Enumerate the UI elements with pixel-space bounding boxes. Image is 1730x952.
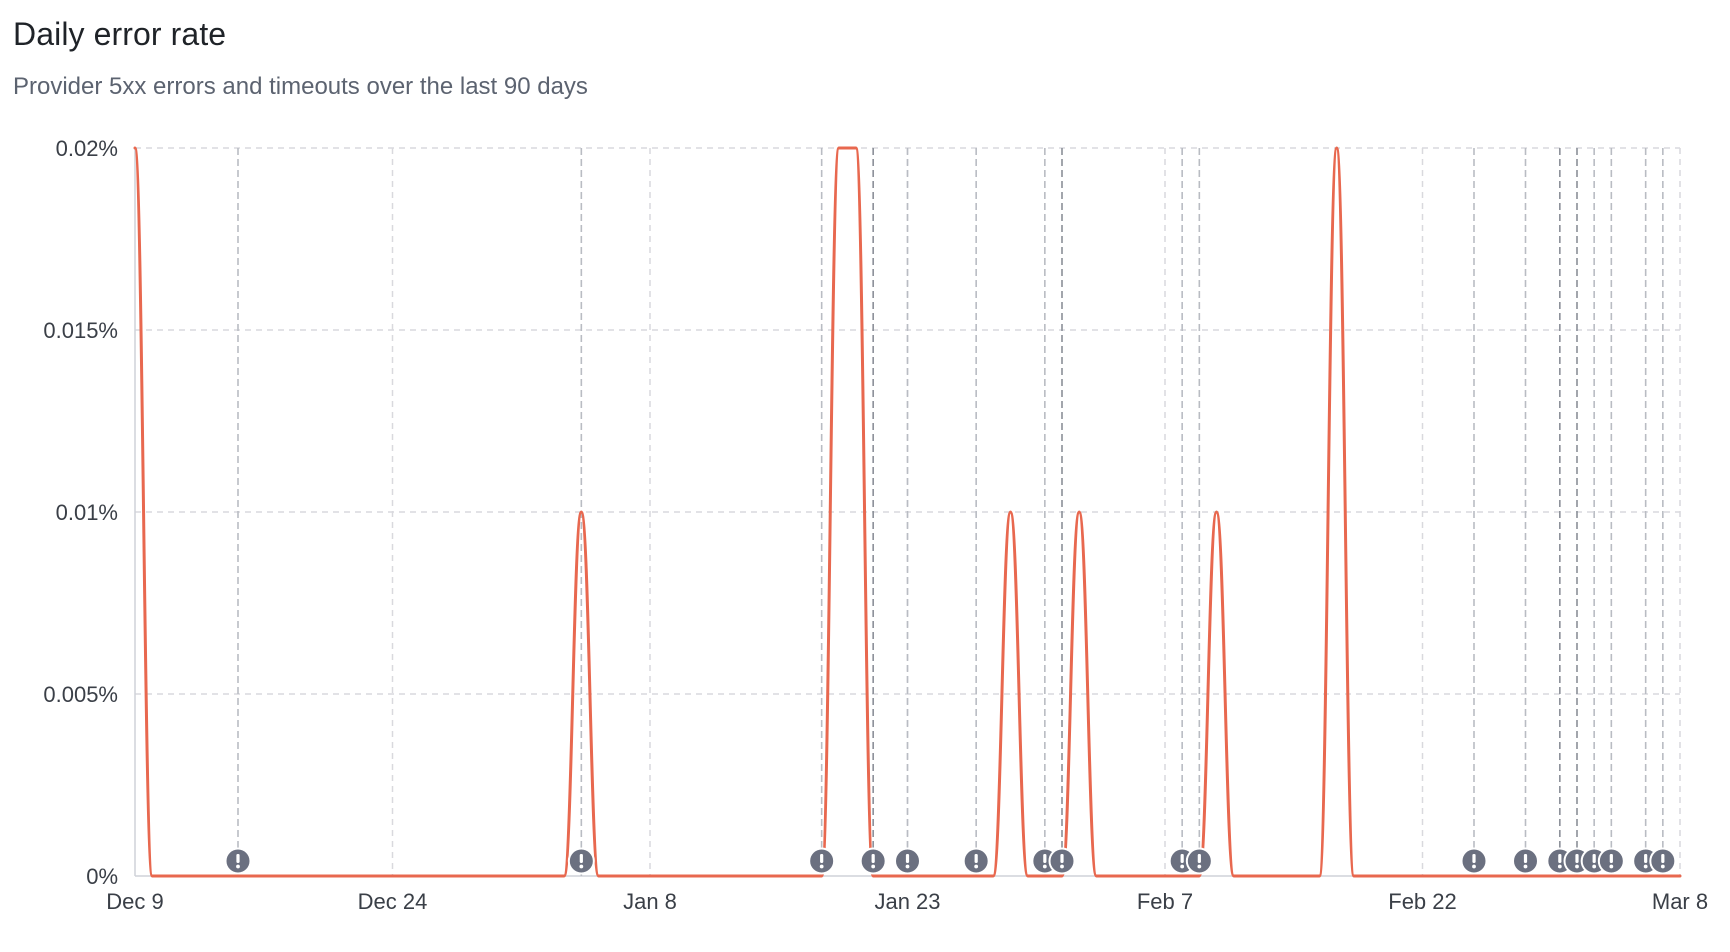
x-tick-label: Feb 7 — [1137, 889, 1193, 914]
alert-icon-dot — [1592, 864, 1597, 869]
x-tick-label: Jan 8 — [623, 889, 677, 914]
alert-icon-dot — [1557, 864, 1562, 869]
alert-icon-dot — [1660, 864, 1665, 869]
alert-icon-dot — [974, 864, 979, 869]
x-tick-label: Jan 23 — [874, 889, 940, 914]
x-tick-label: Dec 9 — [106, 889, 163, 914]
alert-icon-stem — [1197, 854, 1201, 863]
alert-icon-dot — [1197, 864, 1202, 869]
alert-icon-dot — [236, 864, 240, 869]
alert-icon-stem — [1472, 854, 1476, 863]
alert-icon-stem — [1043, 854, 1047, 863]
alert-icon-dot — [1575, 864, 1579, 869]
chart-subtitle: Provider 5xx errors and timeouts over th… — [13, 73, 588, 100]
alert-icon-stem — [1661, 854, 1665, 863]
alert-icon-stem — [1644, 854, 1648, 863]
alert-icon-dot — [1523, 864, 1528, 869]
alert-icon-stem — [1609, 854, 1613, 863]
alert-icon-stem — [820, 854, 824, 863]
alert-icon-stem — [236, 854, 240, 863]
alert-icon-dot — [579, 864, 584, 869]
alert-icon-dot — [1060, 864, 1064, 869]
alert-icon-stem — [1575, 854, 1579, 863]
alert-icon-dot — [819, 864, 824, 869]
alert-icon-stem — [1558, 854, 1562, 863]
x-tick-label: Feb 22 — [1388, 889, 1457, 914]
alert-icon-stem — [1523, 854, 1528, 863]
y-tick-label: 0.015% — [43, 318, 118, 343]
alert-icon-dot — [1643, 864, 1648, 869]
alert-icon-dot — [871, 864, 876, 869]
alert-icon-stem — [1592, 854, 1596, 863]
alert-icon-dot — [905, 864, 910, 869]
alert-icon-stem — [579, 854, 583, 863]
alert-icon-dot — [1609, 864, 1614, 869]
alert-icon-stem — [1060, 854, 1064, 863]
x-tick-label: Dec 24 — [358, 889, 428, 914]
alert-icon-stem — [905, 854, 910, 863]
y-tick-label: 0% — [86, 864, 118, 889]
alert-icon-dot — [1042, 864, 1047, 869]
y-tick-label: 0.02% — [56, 136, 118, 161]
alert-icon-stem — [1180, 854, 1184, 863]
chart-title: Daily error rate — [13, 16, 227, 52]
y-tick-label: 0.005% — [43, 682, 118, 707]
y-tick-label: 0.01% — [56, 500, 118, 525]
alert-icon-dot — [1472, 864, 1476, 869]
alert-icon-dot — [1180, 864, 1185, 869]
alert-icon-stem — [974, 854, 978, 863]
alert-icon-stem — [871, 854, 875, 863]
error-rate-line — [133, 146, 1682, 878]
x-tick-label: Mar 8 — [1652, 889, 1708, 914]
